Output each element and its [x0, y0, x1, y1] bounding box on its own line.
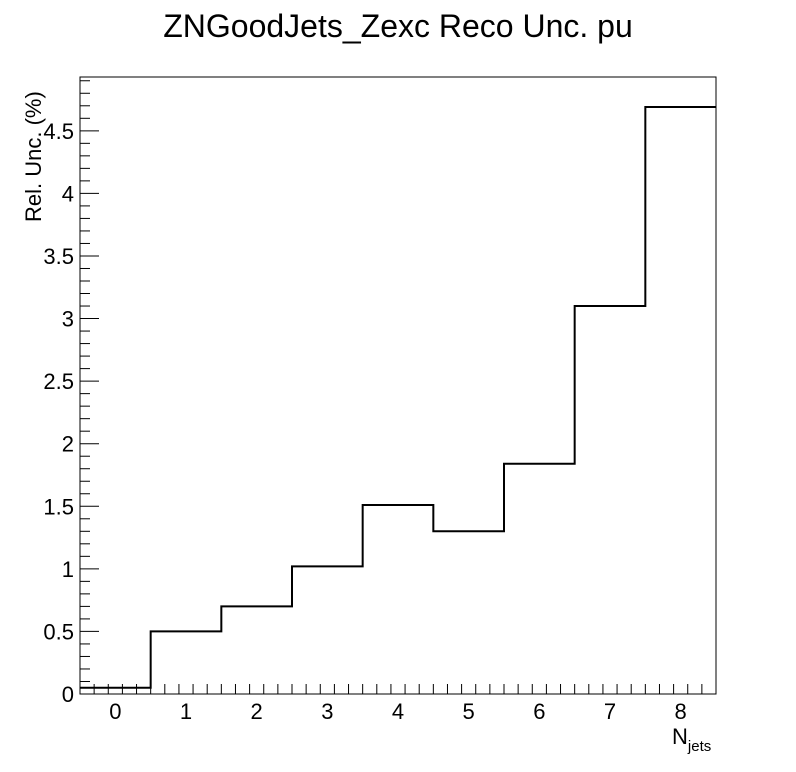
y-axis-label: Rel. Unc. (%) — [21, 91, 46, 222]
y-tick-label: 0 — [62, 682, 74, 707]
x-tick-label: 2 — [251, 699, 263, 724]
x-axis-label: Njets — [672, 724, 711, 755]
x-tick-label: 8 — [675, 699, 687, 724]
chart-title: ZNGoodJets_Zexc Reco Unc. pu — [163, 8, 633, 44]
y-tick-label: 3.5 — [43, 244, 74, 269]
histogram-series-line — [80, 106, 716, 689]
y-tick-label: 2 — [62, 432, 74, 457]
x-axis-label-main: N — [672, 724, 688, 749]
x-tick-label: 0 — [109, 699, 121, 724]
y-tick-label: 1 — [62, 557, 74, 582]
y-axis: 0 0.5 1 1.5 2 2.5 3 3.5 4 4.5 — [43, 80, 99, 707]
x-tick-label: 1 — [180, 699, 192, 724]
x-axis-label-sub: jets — [687, 738, 711, 755]
y-tick-label: 1.5 — [43, 494, 74, 519]
plot-frame — [79, 76, 717, 695]
x-tick-label: 6 — [533, 699, 545, 724]
y-tick-label: 4.5 — [43, 119, 74, 144]
y-tick-label: 4 — [62, 181, 74, 206]
y-tick-label: 0.5 — [43, 619, 74, 644]
x-tick-label: 3 — [321, 699, 333, 724]
x-tick-label: 7 — [604, 699, 616, 724]
y-tick-label: 2.5 — [43, 369, 74, 394]
x-tick-label: 4 — [392, 699, 404, 724]
y-tick-label: 3 — [62, 307, 74, 332]
x-axis: 0 1 2 3 4 5 6 7 8 — [79, 684, 717, 724]
x-tick-label: 5 — [463, 699, 475, 724]
